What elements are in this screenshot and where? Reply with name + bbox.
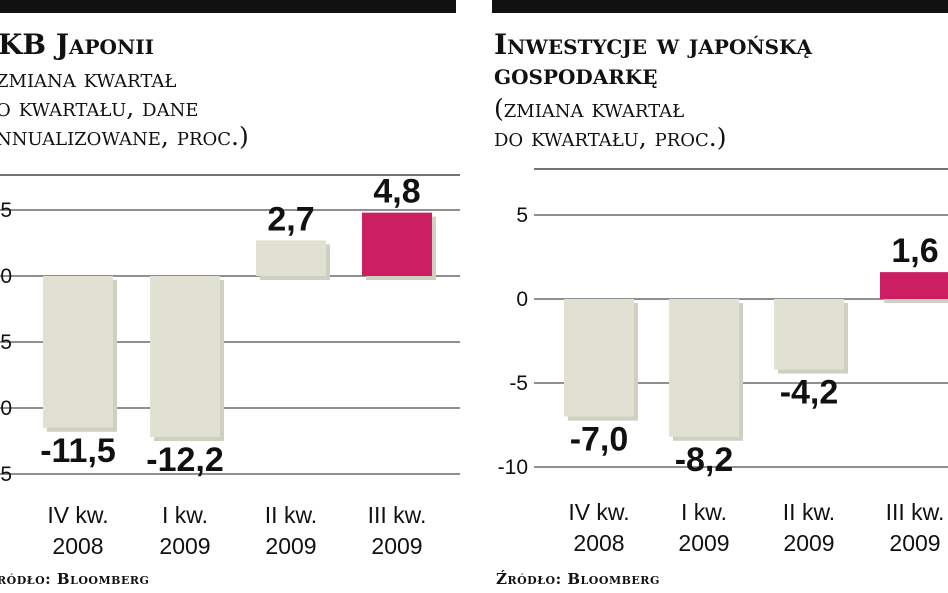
bar <box>880 272 948 299</box>
x-tick-label: III kw. <box>368 502 427 528</box>
chart-title-line-1: Inwestycje w japońską <box>494 28 812 61</box>
y-tick-label: 5 <box>516 204 528 227</box>
bar <box>256 240 326 276</box>
data-label: 4,8 <box>373 173 420 211</box>
data-label: -4,2 <box>780 374 839 412</box>
investment-bar-chart: 5 0 -5 -10 -7,0 IV kw. 2008 -8,2 I kw. 2009 -4,2 II… <box>498 168 948 556</box>
y-tick-label: -5 <box>0 331 12 354</box>
source-note: Źródło: Bloomberg <box>496 570 660 588</box>
y-tick-label: 10 <box>0 397 12 420</box>
investment-chart-panel: Inwestycje w japońską gospodarkę (zmiana… <box>492 0 948 593</box>
x-tick-label: II kw. <box>265 502 317 528</box>
bar <box>43 276 113 428</box>
x-tick-label-year: 2009 <box>783 530 834 556</box>
gdp-chart-panel: KB Japonii zmiana kwartał o kwartału, da… <box>0 0 470 593</box>
x-tick-label: III kw. <box>886 499 945 525</box>
bar <box>774 299 844 370</box>
x-tick-label-year: 2009 <box>371 533 422 559</box>
chart-title: KB Japonii <box>0 28 154 61</box>
data-label: 2,7 <box>267 200 314 238</box>
x-tick-label: IV kw. <box>47 502 108 528</box>
data-label: -12,2 <box>146 441 224 479</box>
y-tick-label: -10 <box>498 456 528 479</box>
chart-title-line-2: gospodarkę <box>494 58 658 91</box>
bar <box>150 276 220 438</box>
y-tick-label: -5 <box>509 372 528 395</box>
x-tick-label-year: 2009 <box>889 530 940 556</box>
x-tick-label: I kw. <box>162 502 208 528</box>
x-tick-label-year: 2008 <box>573 530 624 556</box>
bar <box>362 212 432 276</box>
chart-subtitle-line-1: (zmiana kwartał <box>494 94 685 123</box>
x-tick-label: IV kw. <box>568 499 629 525</box>
data-label: -11,5 <box>40 432 116 470</box>
x-tick-label: I kw. <box>681 499 727 525</box>
x-tick-label-year: 2009 <box>159 533 210 559</box>
y-tick-label: 0 <box>0 265 12 288</box>
bar <box>669 299 739 437</box>
source-note: ródło: Bloomberg <box>0 570 150 588</box>
data-label: 1,6 <box>891 232 938 270</box>
chart-subtitle-line-3: nnualizowane, proc.) <box>0 122 249 151</box>
chart-subtitle-line-2: do kwartału, proc.) <box>494 123 727 152</box>
chart-subtitle-line-1: zmiana kwartał <box>0 64 177 93</box>
data-label: -7,0 <box>570 421 629 459</box>
x-tick-label-year: 2008 <box>52 533 103 559</box>
data-label: -8,2 <box>675 441 734 479</box>
x-tick-label-year: 2009 <box>678 530 729 556</box>
header-bar <box>0 0 456 13</box>
header-bar <box>492 0 948 13</box>
gdp-bar-chart: 5 0 -5 10 15 -11,5 IV kw. 2008 -12,2 I kw. 2009 2,7… <box>0 173 460 559</box>
bar <box>564 299 634 417</box>
y-tick-label: 0 <box>516 288 528 311</box>
x-tick-label: II kw. <box>783 499 835 525</box>
y-tick-label: 5 <box>0 199 12 222</box>
x-tick-label-year: 2009 <box>265 533 316 559</box>
y-tick-label: 15 <box>0 463 12 486</box>
chart-subtitle-line-2: o kwartału, dane <box>0 93 199 122</box>
